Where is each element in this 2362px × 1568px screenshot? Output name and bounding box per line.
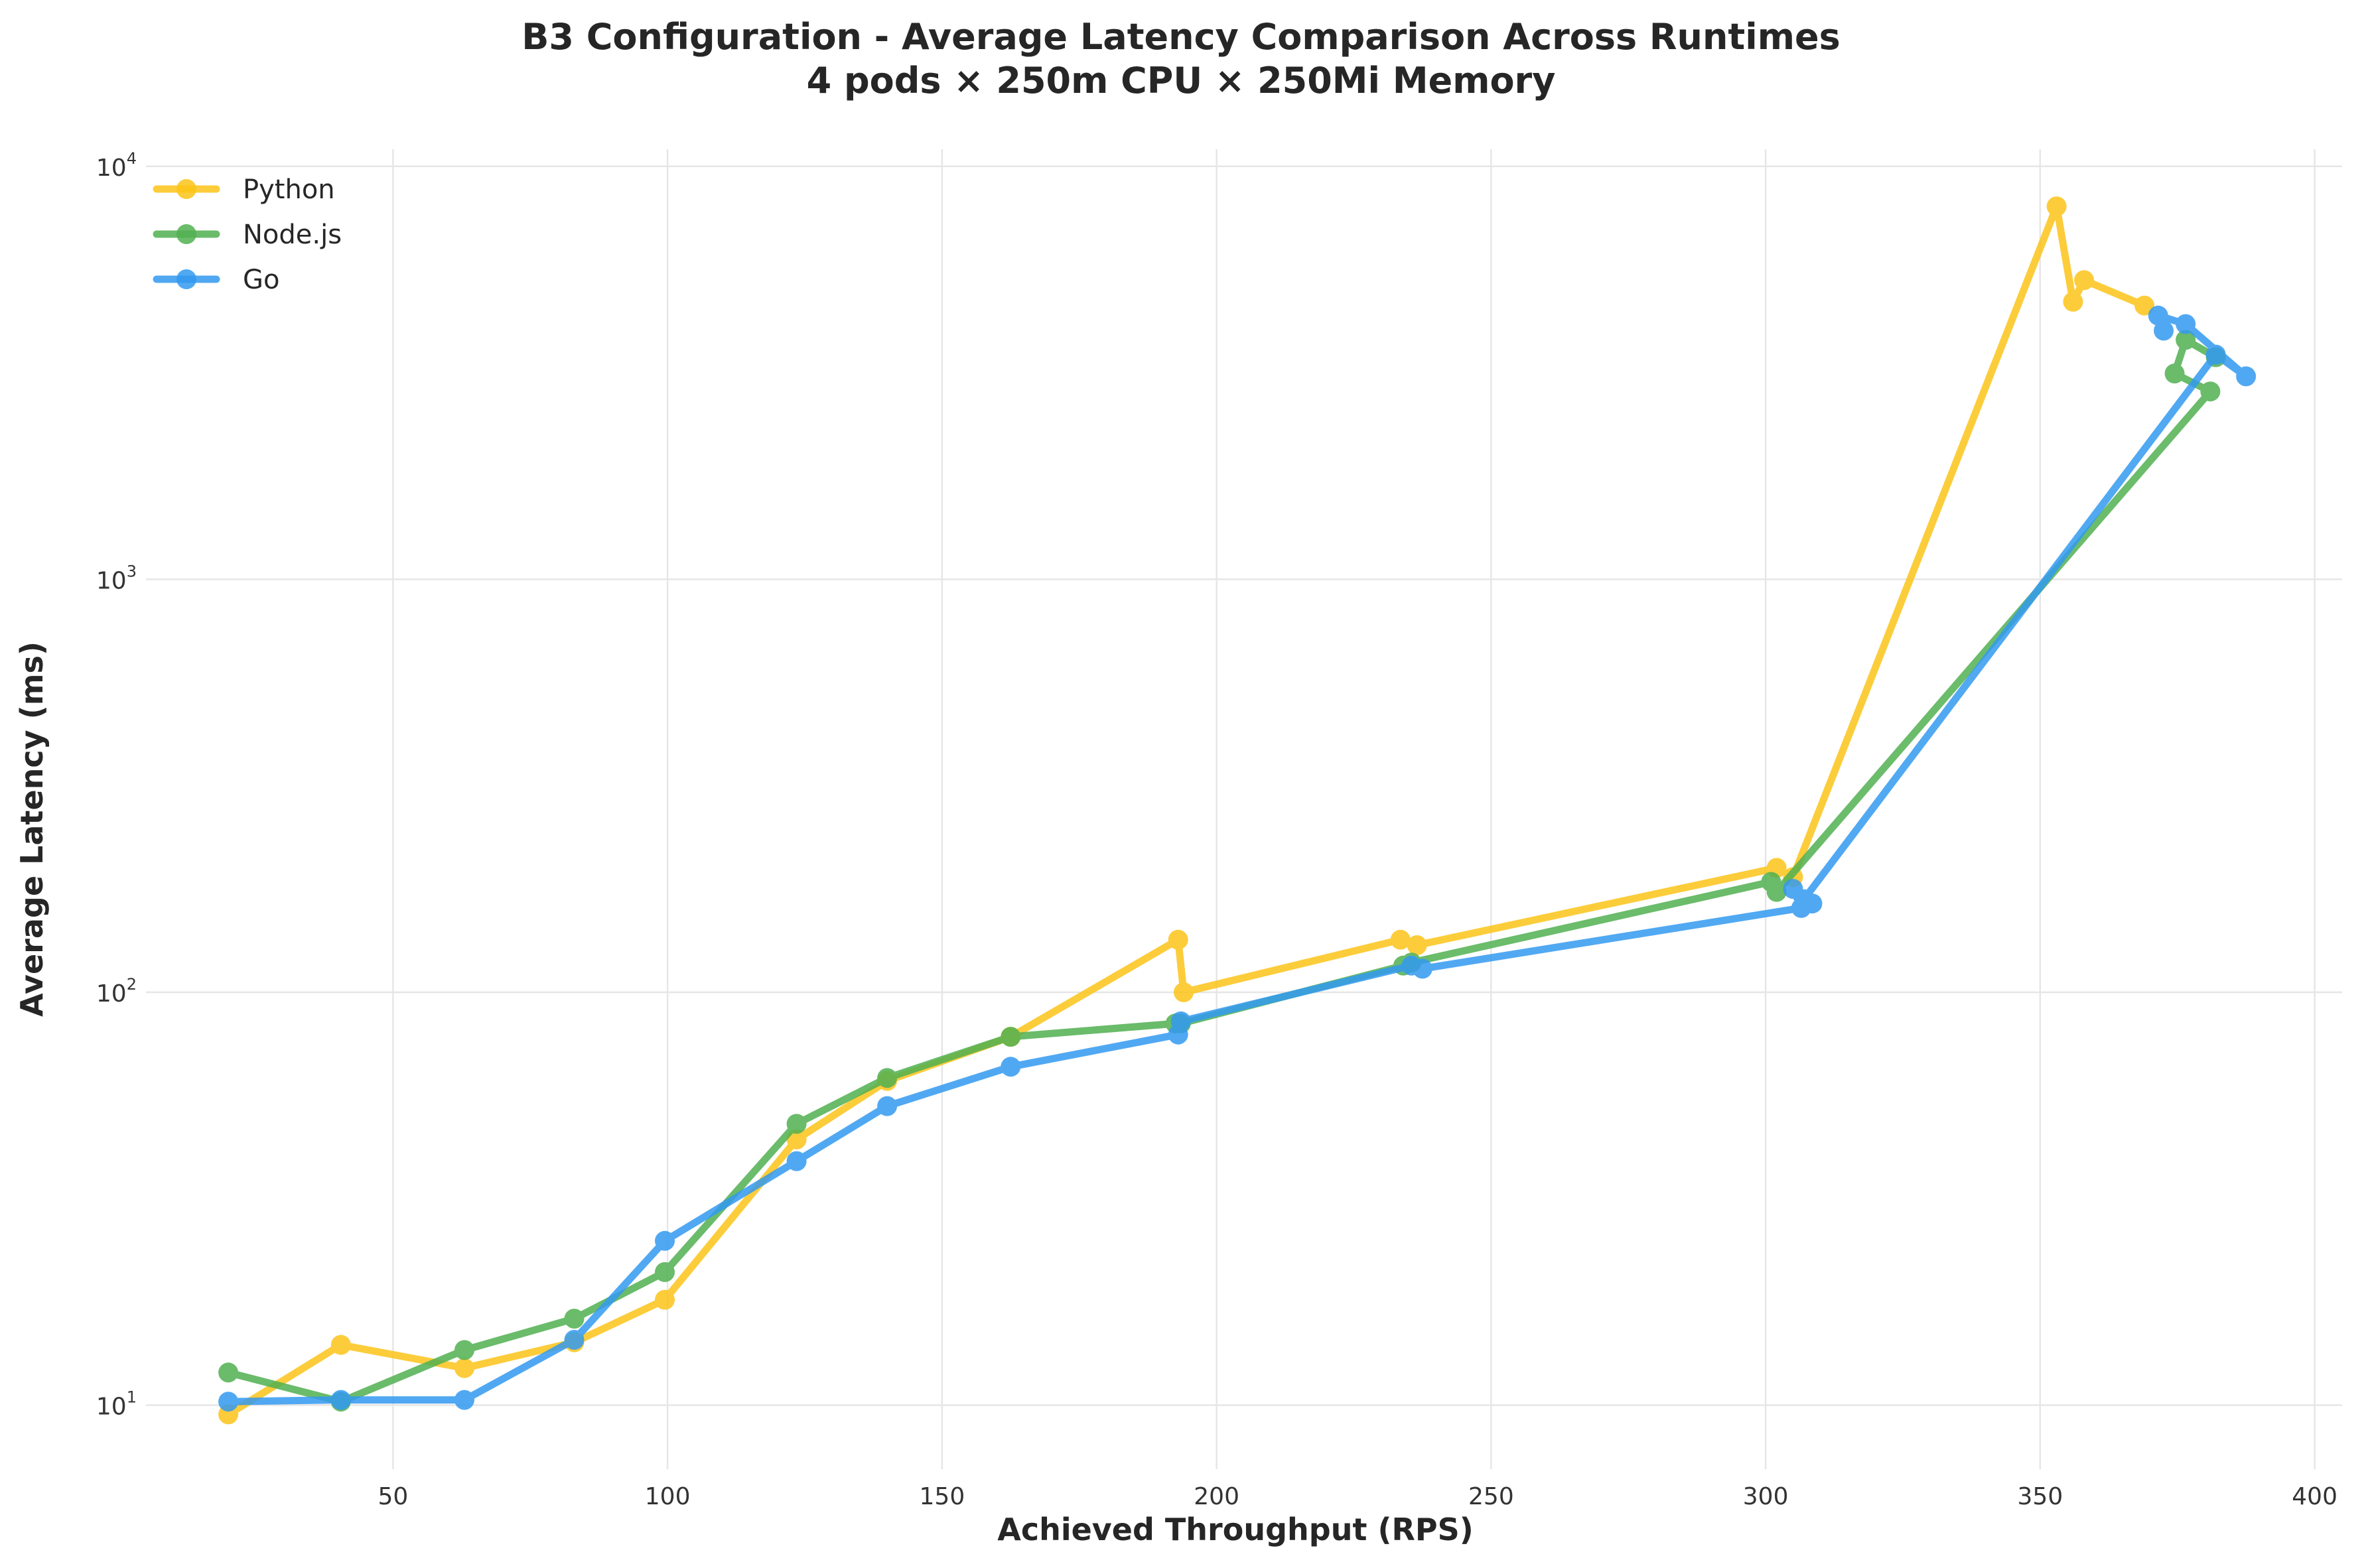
data-point	[218, 1362, 239, 1383]
data-point	[786, 1151, 807, 1171]
legend-marker	[176, 179, 196, 199]
grid-lines	[146, 149, 2342, 1469]
legend-item: Node.js	[153, 220, 342, 250]
y-axis-ticks: 101 102 103 104	[96, 149, 137, 1421]
data-point	[330, 1335, 351, 1355]
x-tick-label: 150	[920, 1483, 965, 1510]
data-point	[2176, 330, 2196, 350]
data-point	[454, 1358, 474, 1378]
series-layer	[218, 196, 2257, 1425]
data-point	[2205, 344, 2226, 365]
chart-title: B3 Configuration - Average Latency Compa…	[521, 16, 1841, 58]
legend-marker	[176, 269, 196, 289]
data-point	[2154, 320, 2174, 341]
legend-label: Python	[243, 174, 335, 205]
y-axis-label: Average Latency (ms)	[14, 641, 50, 1017]
legend-label: Go	[243, 265, 279, 295]
data-point	[1001, 1027, 1021, 1047]
data-point	[2134, 295, 2155, 316]
series-line	[224, 336, 2220, 1405]
x-axis-label: Achieved Throughput (RPS)	[997, 1512, 1474, 1547]
x-tick-label: 100	[645, 1483, 691, 1510]
x-tick-label: 50	[378, 1483, 408, 1510]
data-point	[2164, 363, 2185, 384]
data-point	[877, 1096, 898, 1116]
data-point	[1170, 1011, 1191, 1031]
y-tick-label: 102	[96, 975, 137, 1008]
x-tick-label: 250	[1468, 1483, 1514, 1510]
data-point	[2046, 196, 2067, 217]
data-point	[2074, 270, 2095, 291]
data-point	[218, 1392, 239, 1412]
y-tick-label: 101	[96, 1388, 137, 1421]
data-point	[2063, 291, 2083, 312]
data-point	[1766, 882, 1787, 902]
legend-marker	[176, 224, 196, 244]
series-line	[224, 202, 2148, 1418]
data-point	[1390, 929, 1411, 950]
series-python	[218, 196, 2155, 1425]
data-point	[330, 1390, 351, 1410]
data-point	[2236, 366, 2257, 387]
legend-item: Python	[153, 174, 335, 205]
data-point	[1794, 889, 1815, 909]
data-point	[2148, 305, 2168, 326]
data-point	[2176, 314, 2196, 334]
data-point	[1412, 958, 1432, 979]
data-point	[454, 1340, 474, 1360]
data-point	[1001, 1057, 1021, 1077]
x-tick-label: 350	[2018, 1483, 2063, 1510]
legend-label: Node.js	[243, 220, 342, 250]
x-tick-label: 200	[1194, 1483, 1239, 1510]
data-point	[1407, 935, 1427, 955]
series-go	[218, 305, 2257, 1412]
series-line	[224, 312, 2250, 1405]
y-tick-label: 104	[96, 149, 137, 182]
x-tick-label: 300	[1743, 1483, 1789, 1510]
data-point	[1168, 929, 1188, 950]
series-node-js	[218, 330, 2226, 1412]
legend: Python Node.js Go	[153, 174, 342, 295]
data-point	[2200, 381, 2221, 402]
x-axis-ticks: 50 100 150 200 250 300 350 400	[378, 1483, 2337, 1510]
legend-item: Go	[153, 265, 279, 295]
data-point	[655, 1289, 675, 1310]
data-point	[454, 1390, 474, 1410]
data-point	[564, 1330, 585, 1350]
data-point	[786, 1114, 807, 1134]
y-tick-label: 103	[96, 562, 137, 594]
x-tick-label: 400	[2292, 1483, 2337, 1510]
data-point	[655, 1262, 675, 1282]
data-point	[564, 1309, 585, 1329]
data-point	[877, 1068, 898, 1088]
chart-subtitle: 4 pods × 250m CPU × 250Mi Memory	[807, 60, 1556, 101]
data-point	[655, 1230, 675, 1251]
data-point	[1174, 982, 1194, 1002]
